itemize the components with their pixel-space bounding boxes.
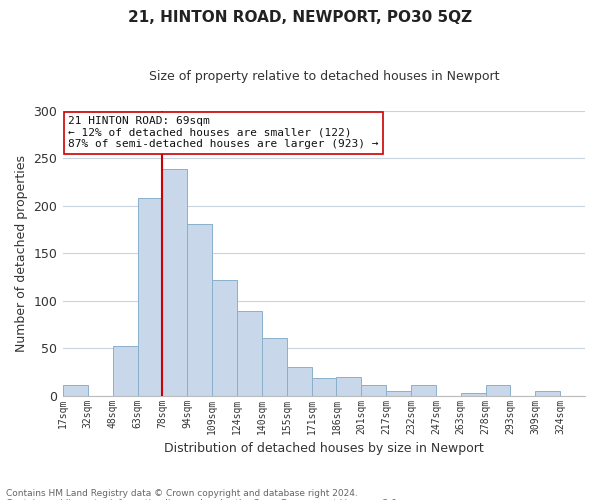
Bar bbox=[311, 378, 337, 396]
Bar bbox=[535, 391, 560, 396]
Bar bbox=[461, 393, 485, 396]
X-axis label: Distribution of detached houses by size in Newport: Distribution of detached houses by size … bbox=[164, 442, 484, 455]
Bar bbox=[187, 224, 212, 396]
Text: 21, HINTON ROAD, NEWPORT, PO30 5QZ: 21, HINTON ROAD, NEWPORT, PO30 5QZ bbox=[128, 10, 472, 25]
Text: Contains HM Land Registry data © Crown copyright and database right 2024.: Contains HM Land Registry data © Crown c… bbox=[6, 488, 358, 498]
Y-axis label: Number of detached properties: Number of detached properties bbox=[15, 154, 28, 352]
Text: 21 HINTON ROAD: 69sqm
← 12% of detached houses are smaller (122)
87% of semi-det: 21 HINTON ROAD: 69sqm ← 12% of detached … bbox=[68, 116, 379, 150]
Bar bbox=[411, 385, 436, 396]
Bar bbox=[287, 367, 311, 396]
Bar bbox=[262, 338, 287, 396]
Bar bbox=[163, 170, 187, 396]
Bar bbox=[237, 311, 262, 396]
Bar bbox=[63, 385, 88, 396]
Bar bbox=[386, 391, 411, 396]
Bar bbox=[337, 376, 361, 396]
Bar bbox=[137, 198, 163, 396]
Title: Size of property relative to detached houses in Newport: Size of property relative to detached ho… bbox=[149, 70, 499, 83]
Bar bbox=[212, 280, 237, 396]
Bar bbox=[113, 346, 137, 396]
Text: Contains public sector information licensed under the Open Government Licence v3: Contains public sector information licen… bbox=[6, 498, 400, 500]
Bar bbox=[361, 385, 386, 396]
Bar bbox=[485, 385, 511, 396]
